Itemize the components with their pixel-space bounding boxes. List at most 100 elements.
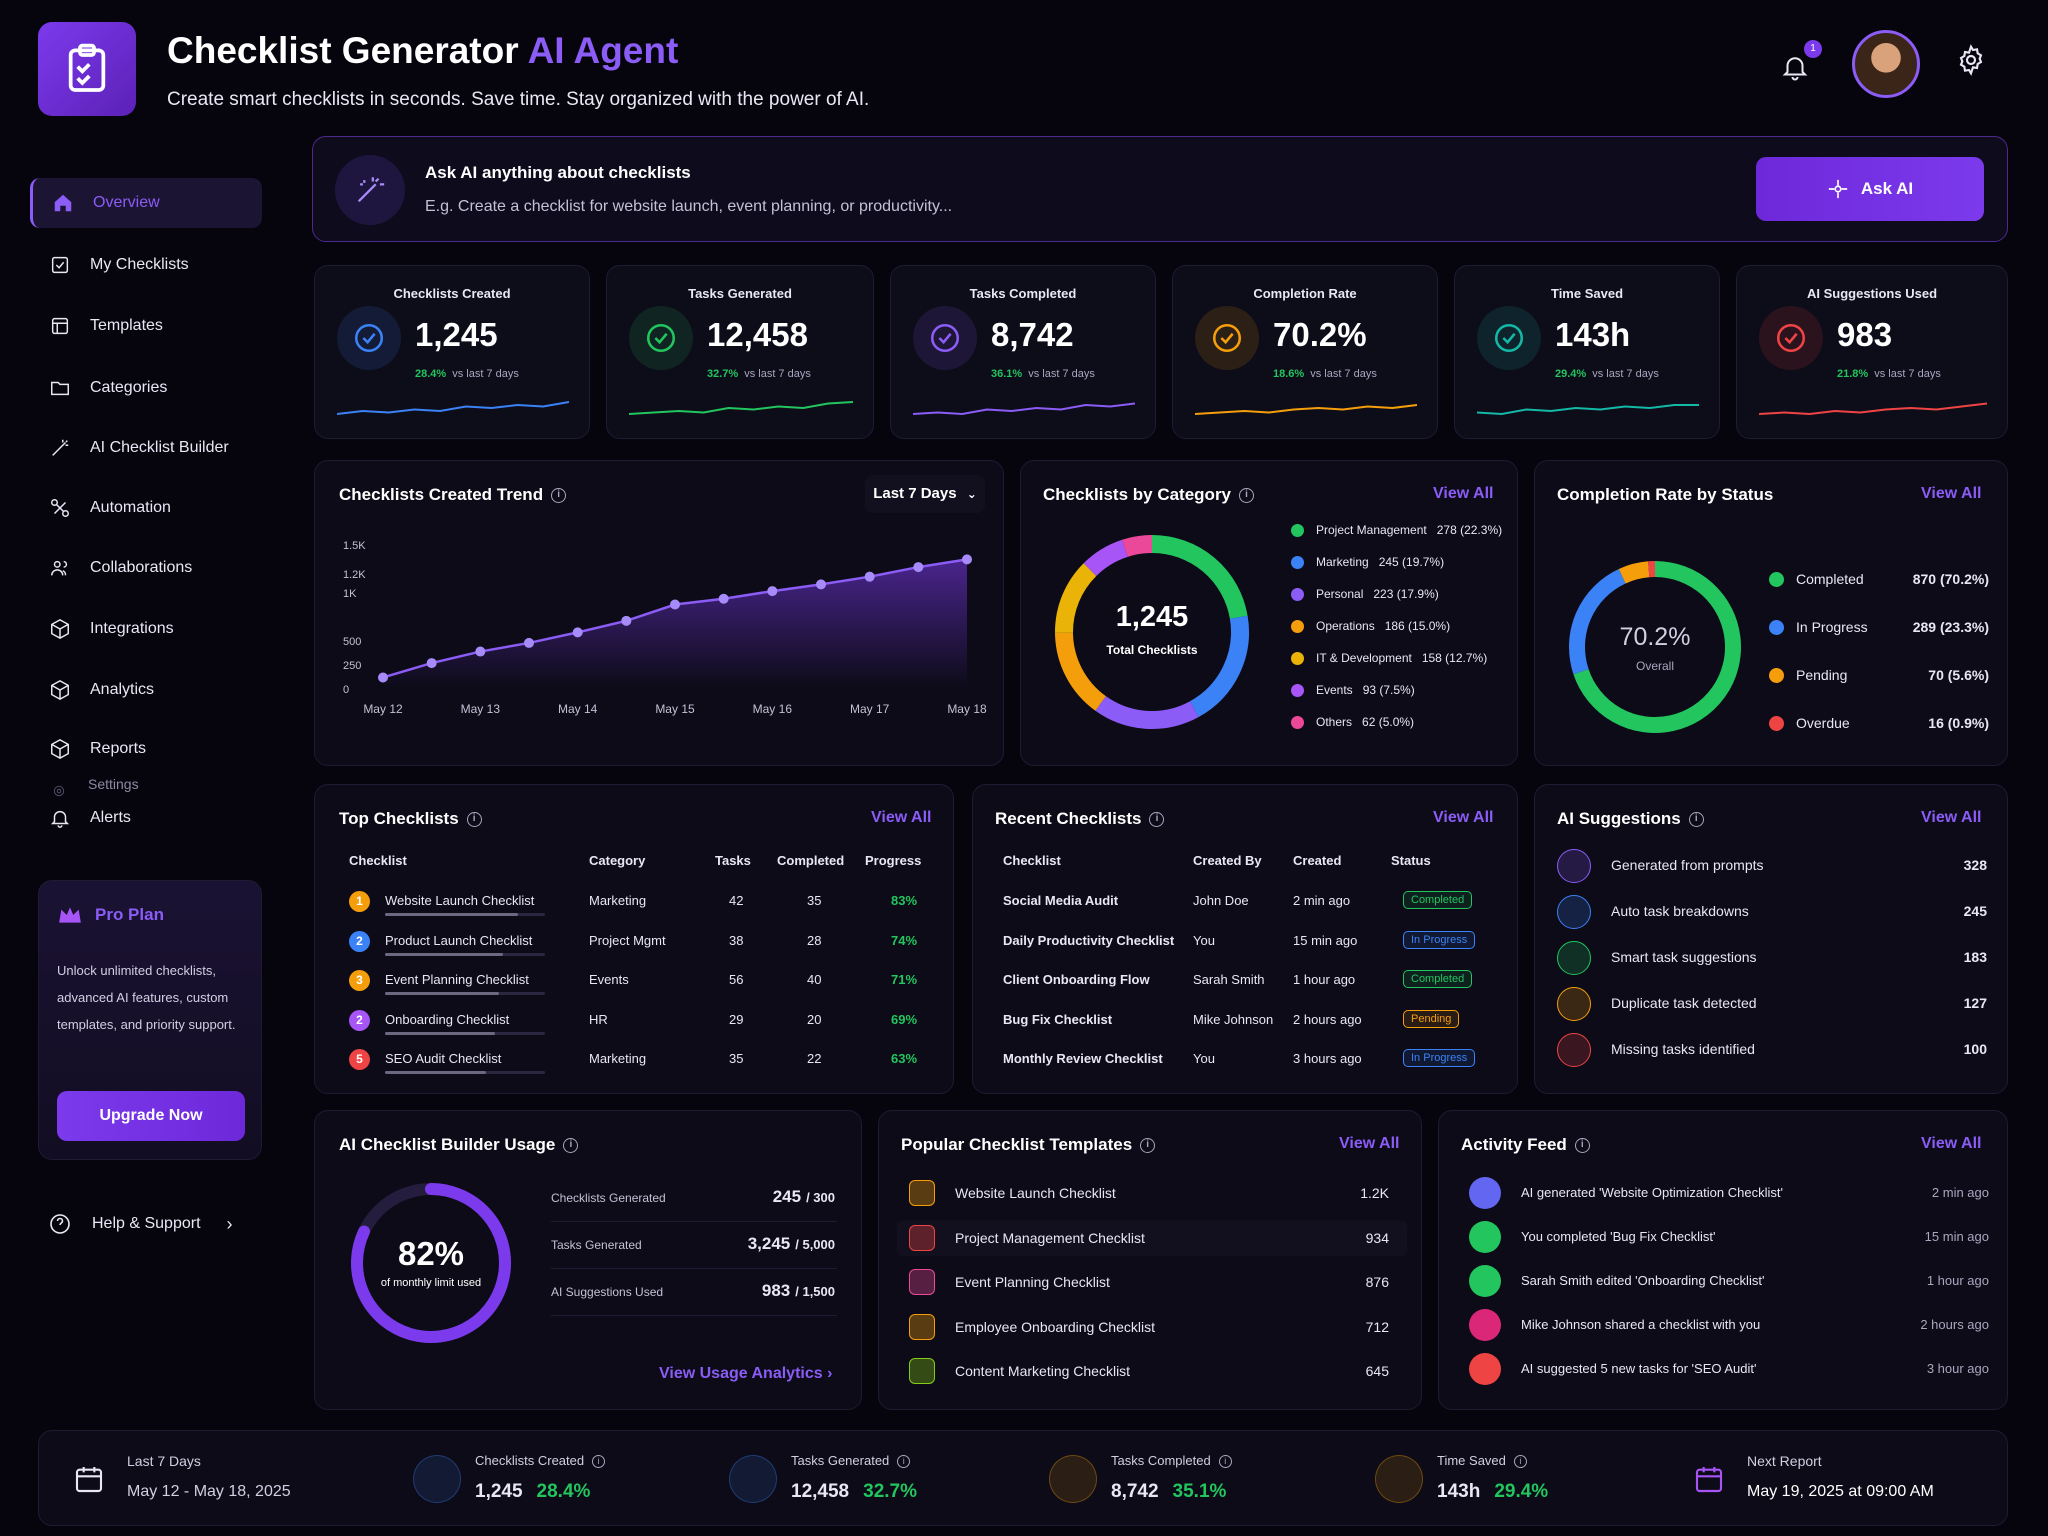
info-icon[interactable]: i [551, 488, 567, 504]
sidebar-item-settings[interactable]: Settings [50, 770, 139, 798]
legend-item[interactable]: In Progress 289 (23.3%) [1769, 619, 1989, 635]
info-icon[interactable]: i [1140, 1138, 1156, 1154]
info-icon[interactable]: i [1513, 1455, 1527, 1469]
ask-ai-input[interactable]: E.g. Create a checklist for website laun… [425, 198, 953, 215]
sidebar-item-collaborations[interactable]: Collaborations [30, 543, 262, 593]
info-icon[interactable]: i [1574, 1138, 1590, 1154]
legend-item[interactable]: Pending 70 (5.6%) [1769, 667, 1989, 683]
donut-slice[interactable] [1189, 615, 1249, 718]
donut-slice[interactable] [1151, 535, 1248, 620]
stat-card[interactable]: Tasks Generated 12,458 32.7% vs last 7 days [606, 265, 874, 439]
trend-point[interactable] [962, 554, 972, 565]
footer-metric[interactable]: Checklists Created i 1,245 28.4% [413, 1445, 693, 1515]
list-item[interactable]: Website Launch Checklist 1.2K [897, 1175, 1407, 1211]
ask-ai-button[interactable]: Ask AI [1756, 157, 1984, 221]
table-row[interactable]: 3 Event Planning Checklist Events 56 40 71% [315, 970, 955, 1000]
table-row[interactable]: 2 Onboarding Checklist HR 29 20 69% [315, 1009, 955, 1040]
settings-button[interactable] [1955, 44, 1999, 88]
trend-point[interactable] [767, 586, 778, 597]
stat-card[interactable]: Completion Rate 70.2% 18.6% vs last 7 days [1172, 265, 1438, 439]
legend-item[interactable]: IT & Development 158 (12.7%) [1291, 651, 1487, 665]
trend-point[interactable] [378, 672, 388, 683]
trend-point[interactable] [718, 593, 729, 604]
activity-item[interactable]: AI generated 'Website Optimization Check… [1469, 1175, 1989, 1211]
popular-templates-view-all-link[interactable]: View All [1339, 1135, 1400, 1152]
sidebar-item-templates[interactable]: Templates [30, 301, 262, 351]
info-icon[interactable]: i [1688, 812, 1704, 828]
trend-point[interactable] [475, 646, 486, 657]
donut-slice[interactable] [1122, 535, 1153, 557]
legend-item[interactable]: Personal 223 (17.9%) [1291, 587, 1439, 601]
list-item[interactable]: Employee Onboarding Checklist 712 [897, 1309, 1407, 1345]
stat-card[interactable]: AI Suggestions Used 983 21.8% vs last 7 day… [1736, 265, 2008, 439]
info-icon[interactable]: i [563, 1138, 579, 1154]
table-row[interactable]: 5 SEO Audit Checklist Marketing 35 22 63% [315, 1049, 955, 1079]
list-item[interactable]: Content Marketing Checklist 645 [897, 1353, 1407, 1389]
info-icon[interactable]: i [1149, 812, 1165, 828]
info-icon[interactable]: i [466, 812, 482, 828]
list-item[interactable]: Event Planning Checklist 876 [897, 1264, 1407, 1300]
list-item[interactable]: Smart task suggestions 183 [1557, 939, 1987, 977]
legend-item[interactable]: Events 93 (7.5%) [1291, 683, 1415, 697]
recent-checklists-view-all-link[interactable]: View All [1433, 809, 1494, 826]
ai-suggestions-view-all-link[interactable]: View All [1921, 809, 1982, 826]
legend-item[interactable]: Project Management 278 (22.3%) [1291, 523, 1502, 537]
donut-slice[interactable] [1618, 561, 1650, 584]
range-dropdown[interactable]: Last 7 Days ⌄ [865, 475, 985, 513]
trend-point[interactable] [670, 599, 680, 610]
stat-card[interactable]: Time Saved 143h 29.4% vs last 7 days [1454, 265, 1720, 439]
sidebar-item-my-checklists[interactable]: My Checklists [30, 240, 262, 290]
sidebar-item-analytics[interactable]: Analytics [30, 665, 262, 715]
trend-point[interactable] [621, 615, 632, 626]
legend-item[interactable]: Overdue 16 (0.9%) [1769, 715, 1989, 731]
sidebar-item-alerts[interactable]: Alerts [30, 793, 262, 843]
sidebar-item-categories[interactable]: Categories [30, 363, 262, 413]
sidebar-item-reports[interactable]: Reports [30, 724, 262, 774]
list-item[interactable]: Auto task breakdowns 245 [1557, 893, 1987, 931]
donut-slice[interactable] [1573, 561, 1741, 733]
activity-item[interactable]: Mike Johnson shared a checklist with you… [1469, 1307, 1989, 1343]
table-row[interactable]: Daily Productivity Checklist You 15 min ag… [973, 930, 1519, 963]
footer-metric[interactable]: Tasks Completed i 8,742 35.1% [1049, 1445, 1329, 1515]
list-item[interactable]: Generated from prompts 328 [1557, 847, 1987, 885]
donut-slice[interactable] [1083, 539, 1128, 577]
footer-metric[interactable]: Tasks Generated i 12,458 32.7% [729, 1445, 1009, 1515]
trend-point[interactable] [864, 571, 875, 582]
donut-slice[interactable] [1055, 563, 1097, 634]
stat-card[interactable]: Tasks Completed 8,742 36.1% vs last 7 days [890, 265, 1156, 439]
activity-item[interactable]: Sarah Smith edited 'Onboarding Checklist… [1469, 1263, 1989, 1299]
footer-metric[interactable]: Time Saved i 143h 29.4% [1375, 1445, 1655, 1515]
trend-point[interactable] [572, 627, 583, 638]
avatar[interactable] [1852, 30, 1920, 98]
sidebar-item-overview[interactable]: Overview [30, 178, 262, 228]
view-usage-analytics-link[interactable]: View Usage Analytics › [659, 1365, 833, 1382]
activity-item[interactable]: AI suggested 5 new tasks for 'SEO Audit'… [1469, 1351, 1989, 1387]
sidebar-item-ai-checklist-builder[interactable]: AI Checklist Builder [30, 423, 262, 473]
info-icon[interactable]: i [592, 1455, 606, 1469]
legend-item[interactable]: Operations 186 (15.0%) [1291, 619, 1450, 633]
help-support-link[interactable]: Help & Support › [48, 1212, 233, 1236]
legend-item[interactable]: Marketing 245 (19.7%) [1291, 555, 1444, 569]
list-item[interactable]: Duplicate task detected 127 [1557, 985, 1987, 1023]
sidebar-item-integrations[interactable]: Integrations [30, 604, 262, 654]
donut-slice[interactable] [1055, 632, 1107, 711]
donut-slice[interactable] [1095, 695, 1199, 729]
activity-item[interactable]: You completed 'Bug Fix Checklist' 15 min … [1469, 1219, 1989, 1255]
category-view-all-link[interactable]: View All [1433, 485, 1494, 502]
legend-item[interactable]: Others 62 (5.0%) [1291, 715, 1414, 729]
sidebar-item-automation[interactable]: Automation [30, 483, 262, 533]
completion-view-all-link[interactable]: View All [1921, 485, 1982, 502]
trend-point[interactable] [913, 562, 924, 573]
info-icon[interactable]: i [897, 1455, 911, 1469]
table-row[interactable]: Client Onboarding Flow Sarah Smith 1 hour … [973, 970, 1519, 1002]
legend-item[interactable]: Completed 870 (70.2%) [1769, 571, 1989, 587]
trend-point[interactable] [816, 579, 826, 590]
table-row[interactable]: Social Media Audit John Doe 2 min ago Compl… [973, 891, 1519, 923]
table-row[interactable]: Monthly Review Checklist You 3 hours ago In… [973, 1049, 1519, 1081]
list-item[interactable]: Project Management Checklist 934 [897, 1219, 1407, 1256]
trend-point[interactable] [426, 658, 437, 669]
upgrade-now-button[interactable]: Upgrade Now [57, 1091, 245, 1141]
list-item[interactable]: Missing tasks identified 100 [1557, 1031, 1987, 1069]
stat-card[interactable]: Checklists Created 1,245 28.4% vs last 7 da… [314, 265, 590, 439]
trend-point[interactable] [524, 637, 534, 648]
